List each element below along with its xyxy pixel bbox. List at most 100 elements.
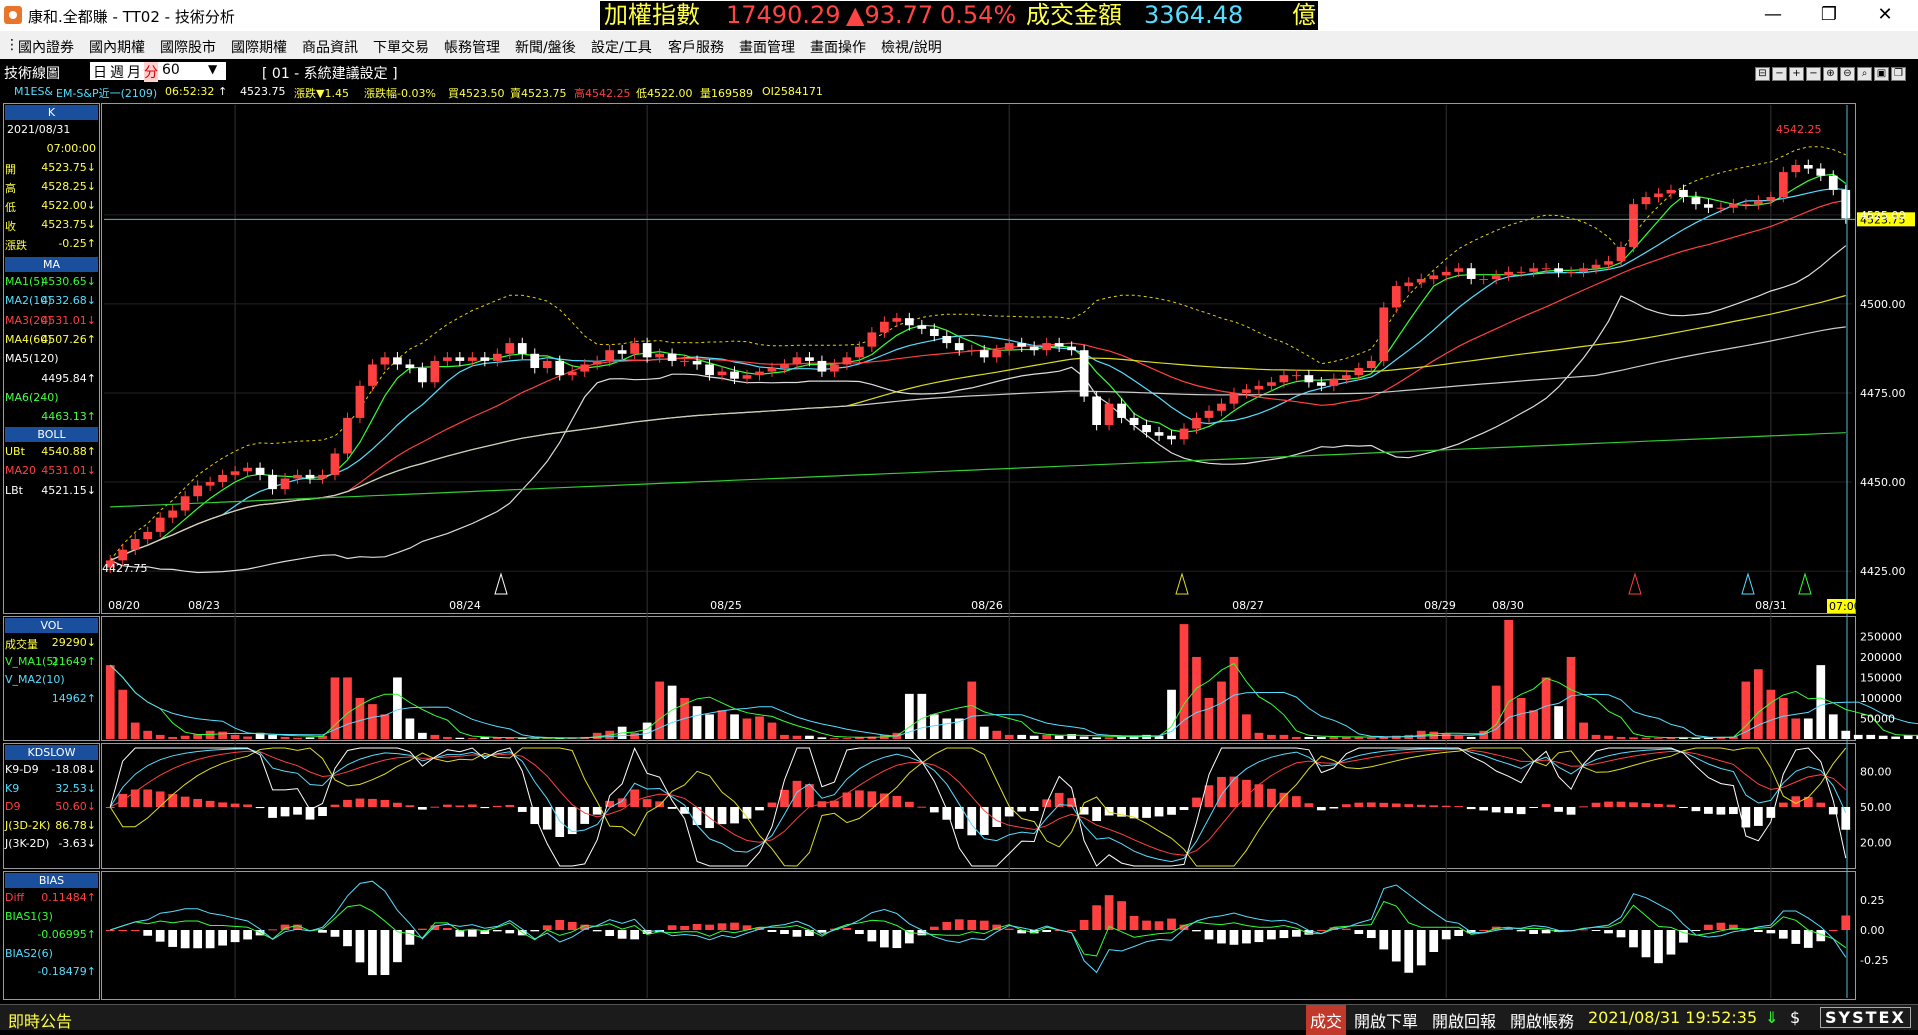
- candle-body: [1829, 176, 1838, 190]
- kd-diff-bar: [1192, 798, 1201, 807]
- announce-label[interactable]: 即時公告: [8, 1008, 72, 1032]
- kd-diff-bar: [1417, 805, 1426, 807]
- open-account-button[interactable]: 開啟帳務: [1510, 1008, 1574, 1032]
- kd-diff-bar: [643, 799, 652, 807]
- bias-diff-bar: [1704, 925, 1713, 930]
- volume-bar: [1854, 735, 1863, 739]
- bias-diff-bar: [680, 926, 689, 930]
- candle-body: [1554, 268, 1563, 272]
- date-tick-label: 08/27: [1232, 599, 1264, 612]
- bias-diff-bar: [418, 929, 427, 930]
- bias-diff-bar: [1679, 930, 1688, 943]
- candle-body: [1592, 265, 1601, 269]
- bias-diff-bar: [768, 930, 777, 932]
- volume-bar: [793, 736, 802, 739]
- bias-diff-bar: [955, 919, 964, 930]
- bias-diff-bar: [930, 927, 939, 930]
- candle-body: [406, 364, 415, 368]
- bias-diff-bar: [1342, 929, 1351, 930]
- volume-bar: [1354, 737, 1363, 739]
- date-tick-label: 08/30: [1492, 599, 1524, 612]
- kd-diff-bar: [1667, 805, 1676, 807]
- price-y-tick: 4525.00: [1860, 209, 1906, 222]
- open-report-button[interactable]: 開啟回報: [1432, 1008, 1496, 1032]
- current-time-label: 07:00: [1829, 600, 1861, 613]
- bias-diff-bar: [1629, 930, 1638, 947]
- volume-bar: [1317, 737, 1326, 739]
- signal-triangle-icon: [1742, 574, 1754, 594]
- kd-diff-bar: [1617, 802, 1626, 807]
- volume-bar: [1255, 733, 1264, 739]
- bias-diff-bar: [1692, 930, 1701, 931]
- candle-body: [1729, 204, 1738, 208]
- kd-diff-bar: [917, 807, 926, 808]
- candle-body: [768, 368, 777, 372]
- bias-diff-bar: [1092, 905, 1101, 930]
- bias-diff-bar: [1592, 930, 1601, 931]
- candle-body: [905, 318, 914, 325]
- volume-y-tick: 250000: [1860, 630, 1902, 643]
- kd-diff-bar: [868, 791, 877, 807]
- volume-bar: [1766, 690, 1775, 739]
- candle-body: [1492, 275, 1501, 279]
- volume-bar: [1542, 677, 1551, 739]
- bias-y-tick: -0.25: [1860, 954, 1888, 967]
- volume-bar: [818, 737, 827, 739]
- volume-bar: [805, 736, 814, 739]
- candle-body: [930, 329, 939, 336]
- volume-bar: [1754, 669, 1763, 739]
- candle-body: [1766, 197, 1775, 201]
- volume-bar: [830, 738, 839, 739]
- brand-logo: SYSTEX: [1820, 1007, 1911, 1028]
- candle-body: [1379, 307, 1388, 360]
- volume-bar: [1367, 738, 1376, 739]
- date-tick-label: 08/25: [710, 599, 742, 612]
- bias-diff-bar: [917, 930, 926, 935]
- bias-diff-bar: [855, 930, 864, 934]
- bias-diff-bar: [331, 930, 340, 937]
- kd-diff-bar: [630, 789, 639, 807]
- kd-diff-bar: [356, 799, 365, 807]
- bias-diff-bar: [1005, 929, 1014, 930]
- candle-body: [1155, 432, 1164, 436]
- candle-body: [1442, 272, 1451, 276]
- bias-diff-bar: [1255, 930, 1264, 942]
- kd-diff-bar: [1205, 785, 1214, 807]
- candle-body: [343, 418, 352, 454]
- volume-bar: [1467, 737, 1476, 739]
- volume-bar: [406, 718, 415, 739]
- candle-body: [1092, 397, 1101, 425]
- candle-body: [1305, 375, 1314, 382]
- signal-triangle-icon: [1176, 574, 1188, 594]
- volume-y-tick: 150000: [1860, 671, 1902, 684]
- volume-bar: [431, 735, 440, 739]
- volume-bar: [843, 738, 852, 739]
- kd-diff-bar: [930, 807, 939, 812]
- price-y-tick: 4475.00: [1860, 387, 1906, 400]
- candle-body: [655, 354, 664, 358]
- candle-body: [1679, 190, 1688, 197]
- candle-body: [231, 471, 240, 475]
- candle-body: [431, 361, 440, 382]
- bias-diff-bar: [468, 930, 477, 937]
- open-order-button[interactable]: 開啟下單: [1354, 1008, 1418, 1032]
- kd-diff-bar: [493, 806, 502, 807]
- kd-diff-bar: [1779, 803, 1788, 807]
- candle-body: [455, 357, 464, 361]
- candle-body: [268, 475, 277, 489]
- volume-bar: [518, 738, 527, 739]
- trade-badge[interactable]: 成交: [1306, 1005, 1346, 1035]
- date-tick-label: 08/20: [108, 599, 140, 612]
- kd-diff-bar: [1629, 802, 1638, 807]
- bias-diff-bar: [1417, 930, 1426, 965]
- candle-body: [443, 357, 452, 361]
- candle-body: [1692, 197, 1701, 204]
- bias-diff-bar: [1841, 915, 1850, 930]
- kd-diff-bar: [580, 807, 589, 824]
- candle-body: [1167, 436, 1176, 440]
- chart-canvas[interactable]: 4523.754542.254427.754525.004500.004475.…: [0, 0, 1918, 1004]
- kd-diff-bar: [1005, 807, 1014, 816]
- kd-diff-bar: [281, 807, 290, 816]
- candle-body: [318, 475, 327, 479]
- bias-diff-bar: [668, 925, 677, 930]
